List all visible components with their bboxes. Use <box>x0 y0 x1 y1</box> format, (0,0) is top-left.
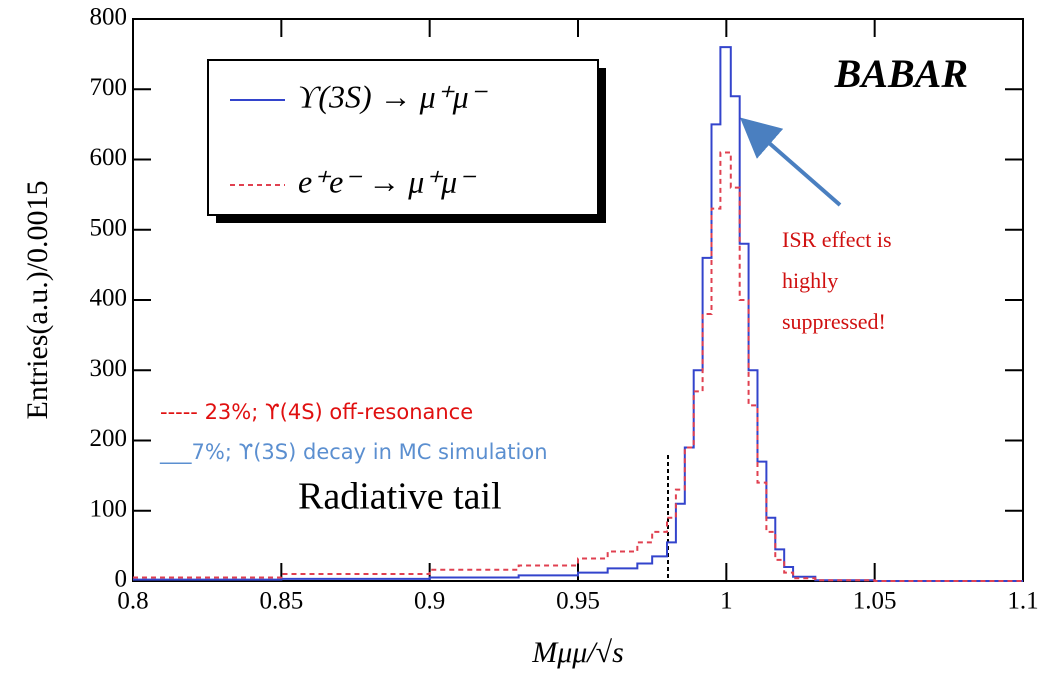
y-axis-label: Entries(a.u.)/0.0015 <box>21 180 54 419</box>
annotation: Radiative tail <box>298 476 502 518</box>
x-tick-label: 0.95 <box>556 588 600 615</box>
y-tick-label: 500 <box>90 214 128 241</box>
x-tick-label: 0.8 <box>117 588 148 615</box>
annotation: suppressed! <box>782 309 886 334</box>
y-tick-label: 600 <box>90 144 128 171</box>
legend-label: ϒ(3S) → μ⁺μ⁻ <box>298 78 488 114</box>
y-tick-label: 800 <box>90 4 128 31</box>
y-tick-label: 300 <box>90 355 128 382</box>
x-tick-label: 1.1 <box>1007 588 1038 615</box>
x-tick-label: 0.9 <box>414 588 445 615</box>
histogram-line <box>133 151 1023 582</box>
annotation: ___7%; ϒ(3S) decay in MC simulation <box>159 440 548 465</box>
annotation: ----- 23%; ϒ(4S) off-resonance <box>160 400 473 424</box>
histogram-line <box>133 46 1023 582</box>
y-tick-label: 400 <box>90 285 128 312</box>
annotation: ISR effect is <box>782 227 892 252</box>
y-tick-label: 100 <box>90 495 128 522</box>
x-tick-label: 1.05 <box>853 588 897 615</box>
legend-box <box>207 59 599 216</box>
x-axis-label: Mμμ/√s <box>531 636 624 669</box>
y-tick-label: 700 <box>90 74 128 101</box>
y-tick-label: 200 <box>90 425 128 452</box>
logo: BABAR <box>834 51 968 96</box>
x-tick-label: 0.85 <box>259 588 303 615</box>
legend-label: e⁺e⁻ → μ⁺μ⁻ <box>298 163 476 199</box>
annotation: highly <box>782 268 838 293</box>
y-tick-label: 0 <box>115 566 128 593</box>
arrow <box>739 117 842 207</box>
x-tick-label: 1 <box>720 588 733 615</box>
